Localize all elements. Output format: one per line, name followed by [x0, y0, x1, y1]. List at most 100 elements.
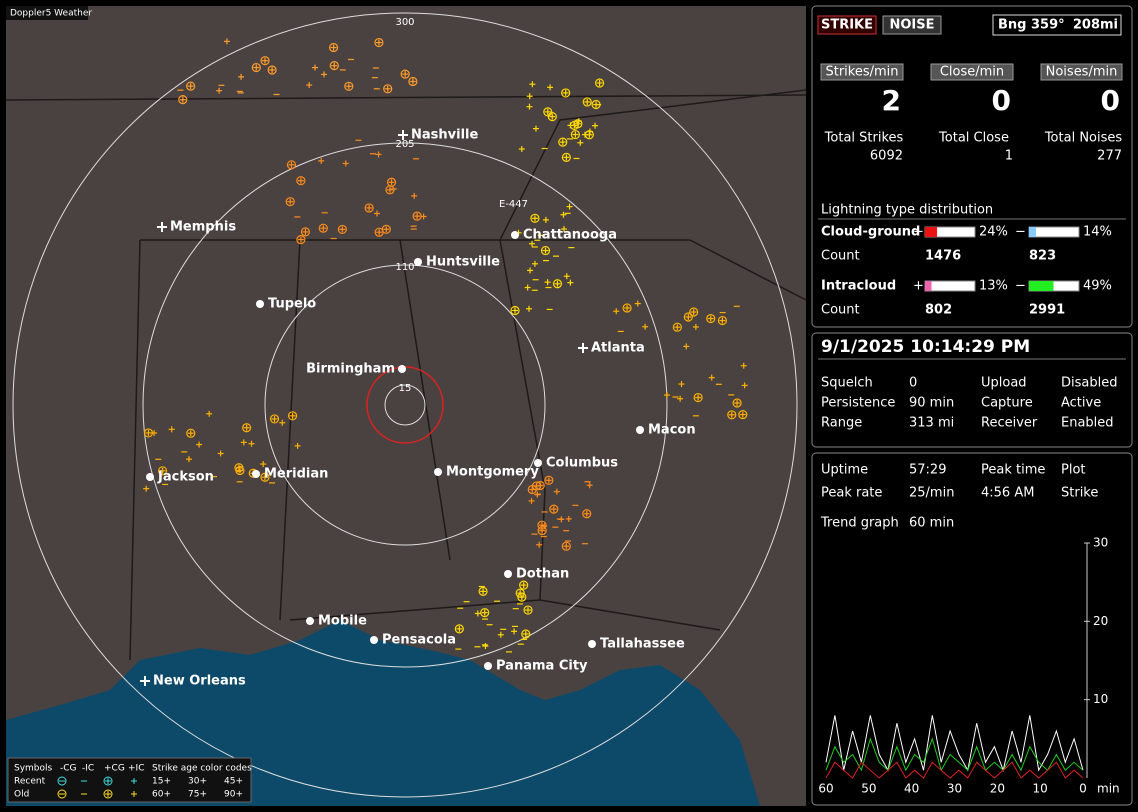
strike-ring — [706, 313, 716, 324]
strike-symbol — [412, 211, 422, 221]
setting: 90 min — [909, 396, 954, 411]
y-tick-label: 20 — [1093, 614, 1108, 628]
range-label: 300 — [395, 17, 414, 28]
legend-age: 60+ — [152, 790, 171, 800]
strike-symbol — [157, 466, 168, 476]
strike-symbol — [186, 81, 196, 91]
strike-symbol — [531, 260, 538, 267]
strike-button[interactable] — [817, 15, 877, 35]
strike-symbol — [206, 410, 213, 417]
legend-age: 45+ — [224, 777, 243, 787]
strike-ring — [344, 81, 354, 91]
strike-ring — [683, 312, 693, 322]
strike-ring — [381, 224, 391, 234]
airport-icon — [578, 343, 588, 353]
legend-header: -CG — [60, 764, 77, 774]
strike-symbol — [547, 111, 557, 122]
datetime: 9/1/2025 10:14:29 PM — [821, 337, 1030, 357]
state-border — [129, 239, 141, 661]
strike-symbol — [706, 313, 716, 324]
city-label: Memphis — [170, 220, 236, 235]
strike-symbol — [577, 139, 584, 146]
panel — [811, 452, 1133, 806]
city-dot — [306, 617, 314, 625]
legend-header: +IC — [128, 764, 144, 774]
legend-age: 30+ — [188, 777, 207, 787]
strike-symbol — [727, 410, 737, 420]
strike-ring — [540, 245, 551, 256]
strike-ring — [561, 541, 571, 551]
stat: Plot — [1061, 463, 1086, 478]
x-tick-label: 10 — [1033, 782, 1048, 796]
strike-symbol — [732, 398, 742, 408]
bar-track — [924, 280, 976, 292]
strike-symbol — [185, 456, 192, 463]
strike-symbol — [238, 73, 245, 80]
strike-symbol — [497, 631, 504, 638]
sign: − — [1015, 225, 1026, 240]
x-unit: min — [1097, 782, 1120, 796]
legend-header: Symbols — [14, 764, 53, 774]
strike-symbol — [561, 88, 571, 98]
bar-fill — [925, 227, 937, 237]
strike-symbol — [480, 608, 490, 618]
strike-symbol — [478, 586, 488, 596]
range-ring — [142, 142, 668, 668]
x-tick-label: 20 — [990, 782, 1005, 796]
legend-age: 90+ — [224, 790, 243, 800]
city-dot — [256, 300, 264, 308]
strike-symbol — [741, 382, 748, 389]
strike-symbol — [544, 279, 551, 286]
pct: 49% — [1083, 279, 1112, 294]
count: 823 — [1029, 249, 1056, 264]
state-border — [399, 239, 451, 561]
type-label: Intracloud — [821, 279, 896, 294]
strike-symbol — [248, 440, 255, 447]
strike-ring — [329, 61, 339, 71]
legend-row-label: Recent — [14, 777, 46, 787]
x-tick-label: 60 — [818, 782, 833, 796]
city-dot — [534, 459, 542, 467]
airport-icon — [398, 130, 408, 140]
strike-symbol — [411, 192, 418, 199]
city-label: Atlanta — [591, 341, 645, 356]
strike-ring — [234, 463, 244, 473]
strike-symbol — [269, 414, 280, 424]
strike-ring — [535, 480, 545, 491]
strike-ring — [738, 409, 748, 420]
legend-box — [7, 757, 252, 803]
strike-symbol — [294, 442, 301, 449]
strike-symbol — [296, 235, 306, 245]
strike-symbol — [400, 69, 410, 79]
strike-symbol — [374, 37, 384, 48]
x-tick-label: 40 — [904, 782, 919, 796]
city-label: New Orleans — [153, 674, 246, 689]
setting: Receiver — [981, 416, 1038, 431]
bar-fill — [925, 281, 932, 291]
strike-symbol — [511, 628, 518, 635]
strike-symbol — [561, 226, 568, 233]
strike-symbol — [408, 76, 418, 87]
strike-ring — [717, 315, 727, 326]
strike-symbol — [738, 409, 748, 420]
city-dot — [414, 258, 422, 266]
range-ring — [384, 384, 426, 426]
strike-ring — [519, 580, 529, 590]
strike-symbol — [567, 279, 574, 286]
city-dot — [252, 470, 260, 478]
airport-icon — [140, 676, 150, 686]
legend-header: +CG — [104, 764, 125, 774]
strike-ring — [260, 56, 270, 66]
setting: Active — [1061, 396, 1101, 411]
strike-ring — [267, 65, 277, 75]
trend-window: 60 min — [909, 516, 954, 531]
bar-fill — [1029, 227, 1036, 237]
city-label: Jackson — [157, 470, 214, 485]
strike-ring — [582, 97, 592, 107]
noise-button[interactable] — [882, 15, 942, 35]
city-dot — [398, 365, 406, 373]
setting: 313 mi — [909, 416, 954, 431]
city-dot — [504, 570, 512, 578]
range-label: 15 — [399, 383, 412, 394]
window-title-bg — [6, 6, 88, 20]
